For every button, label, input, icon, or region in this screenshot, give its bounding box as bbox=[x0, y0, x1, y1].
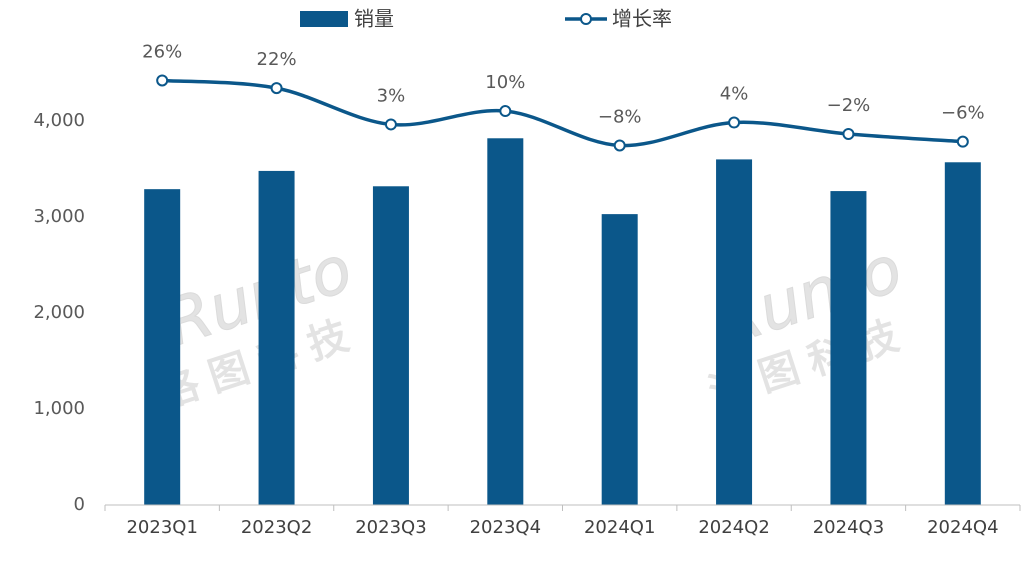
data-label: 3% bbox=[377, 85, 406, 106]
data-label: 22% bbox=[257, 49, 297, 70]
growth-line bbox=[162, 78, 963, 148]
data-label: −2% bbox=[827, 95, 871, 116]
x-tick-label: 2024Q3 bbox=[813, 517, 884, 538]
data-label: 4% bbox=[720, 84, 749, 105]
growth-marker bbox=[956, 135, 969, 148]
bar bbox=[487, 138, 524, 505]
x-tick-label: 2023Q3 bbox=[355, 517, 426, 538]
growth-marker bbox=[499, 105, 512, 118]
x-tick-label: 2024Q1 bbox=[584, 517, 655, 538]
y-tick-label: 1,000 bbox=[33, 398, 85, 419]
legend-swatch bbox=[300, 11, 348, 27]
bar bbox=[258, 170, 295, 506]
data-label: 26% bbox=[142, 41, 182, 62]
y-tick-label: 2,000 bbox=[33, 302, 85, 323]
bar bbox=[830, 191, 867, 505]
x-tick-label: 2023Q1 bbox=[126, 517, 197, 538]
growth-marker bbox=[842, 128, 855, 141]
bar bbox=[372, 186, 409, 505]
y-tick-label: 0 bbox=[74, 494, 85, 515]
growth-marker bbox=[270, 82, 283, 95]
bar bbox=[716, 159, 753, 505]
data-label: −6% bbox=[941, 103, 985, 124]
data-label: −8% bbox=[598, 106, 642, 127]
bar bbox=[944, 162, 981, 505]
x-tick-label: 2024Q4 bbox=[927, 517, 998, 538]
x-tick-label: 2024Q2 bbox=[698, 517, 769, 538]
y-tick-label: 3,000 bbox=[33, 206, 85, 227]
bar bbox=[144, 189, 181, 505]
x-tick-label: 2023Q2 bbox=[241, 517, 312, 538]
growth-marker bbox=[613, 139, 626, 152]
bar bbox=[601, 214, 638, 505]
x-tick-label: 2023Q4 bbox=[470, 517, 541, 538]
growth-marker bbox=[384, 118, 397, 131]
data-label: 10% bbox=[485, 72, 525, 93]
y-tick-label: 4,000 bbox=[33, 110, 85, 131]
legend-swatch bbox=[580, 13, 592, 25]
growth-marker bbox=[156, 74, 169, 87]
legend-label: 销量 bbox=[354, 7, 394, 31]
legend-label: 增长率 bbox=[612, 7, 672, 31]
growth-marker bbox=[728, 116, 741, 129]
